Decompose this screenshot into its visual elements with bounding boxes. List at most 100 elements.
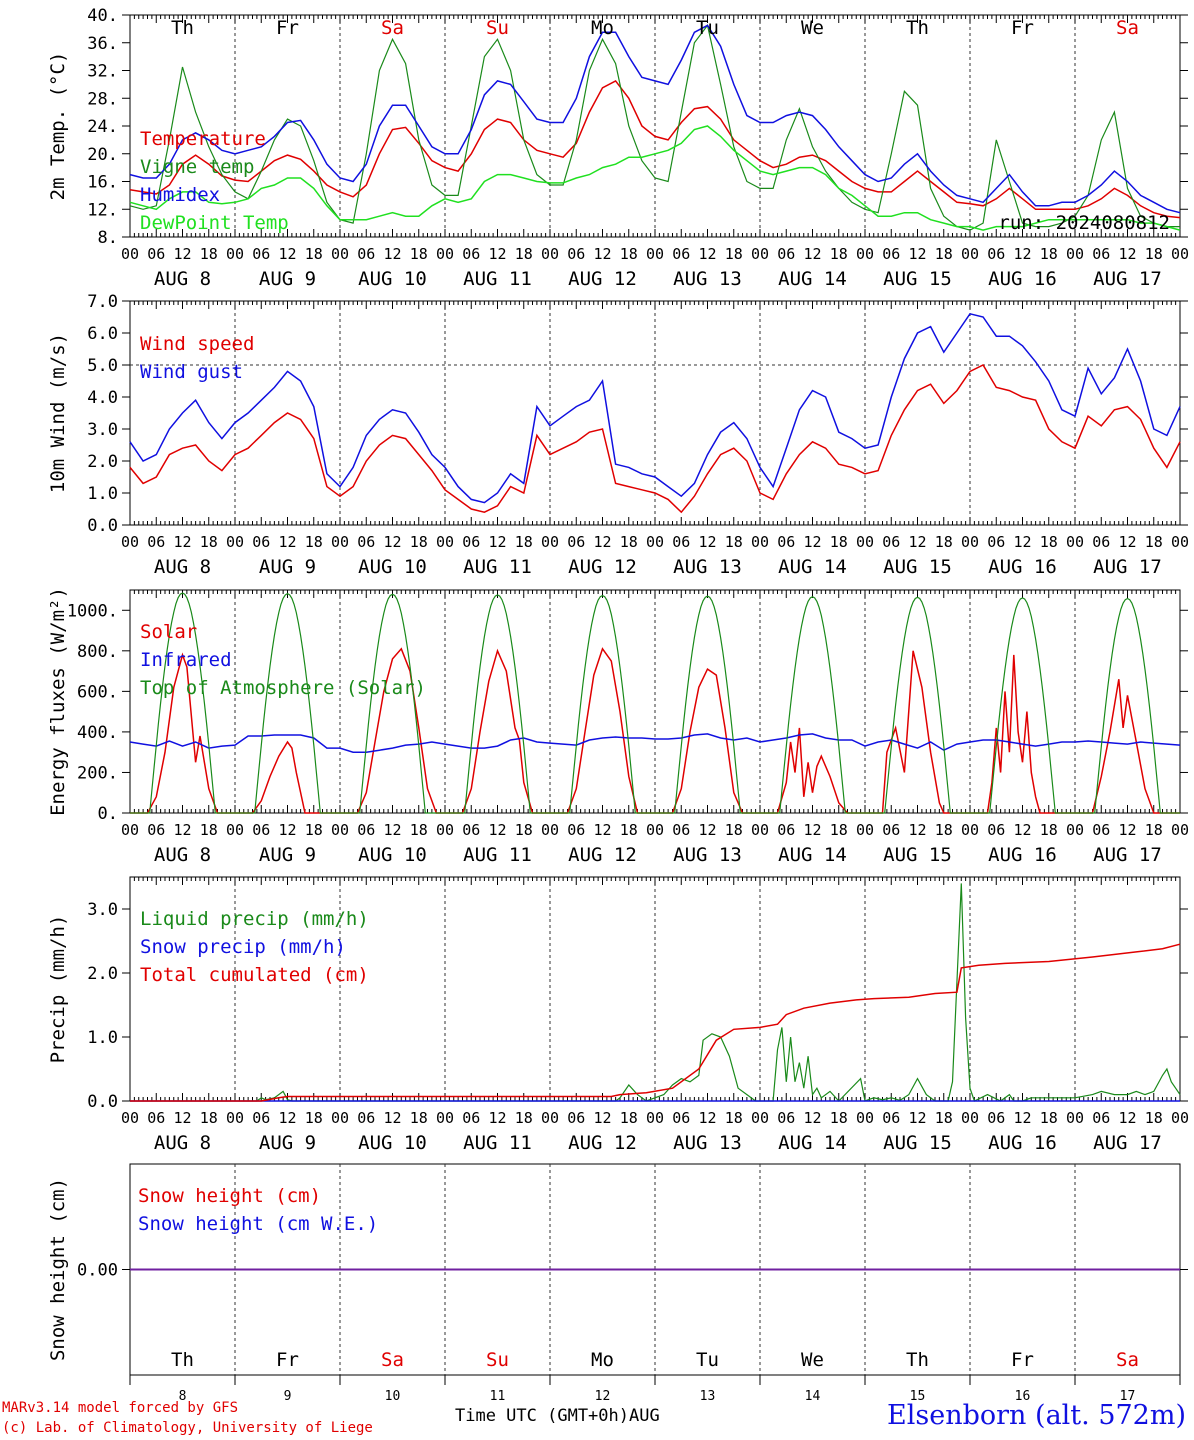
energy-y-tick-label: 200.	[77, 763, 118, 783]
temp-weekday-label: Sa	[381, 17, 404, 39]
energy-hour-tick-label: 06	[1092, 821, 1110, 839]
wind-hour-tick-label: 18	[410, 533, 428, 551]
snow-day-number-label: 10	[385, 1389, 401, 1404]
precip-hour-tick-label: 00	[436, 1109, 454, 1127]
temp-date-label: AUG 11	[463, 268, 532, 290]
temp-legend-2: Humidex	[140, 184, 220, 206]
snow-day-number-label: 9	[284, 1389, 292, 1404]
energy-hour-tick-label: 12	[593, 821, 611, 839]
snow-day-number-label: 13	[700, 1389, 716, 1404]
wind-hour-tick-label: 06	[462, 533, 480, 551]
precip-hour-tick-label: 06	[147, 1109, 165, 1127]
wind-hour-tick-label: 06	[672, 533, 690, 551]
time-axis-label: Time UTC (GMT+0h)	[455, 1406, 629, 1426]
energy-hour-tick-label: 12	[803, 821, 821, 839]
precip-hour-tick-label: 06	[777, 1109, 795, 1127]
temp-y-tick-label: 24.	[87, 117, 118, 137]
temp-series-0-line	[129, 79, 1181, 219]
wind-hour-tick-label: 18	[830, 533, 848, 551]
temp-date-label: AUG 14	[778, 268, 847, 290]
wind-hour-tick-label: 00	[226, 533, 244, 551]
energy-hour-tick-label: 00	[436, 821, 454, 839]
energy-date-label: AUG 9	[259, 844, 316, 866]
energy-hour-tick-label: 12	[488, 821, 506, 839]
energy-hour-tick-label: 18	[305, 821, 323, 839]
precip-hour-tick-label: 12	[1013, 1109, 1031, 1127]
temp-y-tick-label: 20.	[87, 145, 118, 165]
energy-hour-tick-label: 12	[173, 821, 191, 839]
temp-hour-tick-label: 18	[620, 245, 638, 263]
precip-hour-tick-label: 00	[331, 1109, 349, 1127]
precip-hour-tick-label: 12	[1118, 1109, 1136, 1127]
temp-y-tick-label: 32.	[87, 62, 118, 82]
precip-date-label: AUG 16	[988, 1132, 1057, 1154]
energy-hour-tick-label: 12	[1013, 821, 1031, 839]
energy-hour-tick-label: 12	[278, 821, 296, 839]
temp-hour-tick-label: 12	[803, 245, 821, 263]
temp-date-label: AUG 8	[154, 268, 211, 290]
temp-legend-1: Vigne temp	[140, 156, 254, 178]
wind-date-label: AUG 11	[463, 556, 532, 578]
temp-hour-tick-label: 18	[830, 245, 848, 263]
energy-hour-tick-label: 06	[777, 821, 795, 839]
wind-hour-tick-label: 06	[252, 533, 270, 551]
energy-date-label: AUG 10	[358, 844, 427, 866]
wind-hour-tick-label: 18	[725, 533, 743, 551]
temp-hour-tick-label: 12	[593, 245, 611, 263]
energy-legend-1: Infrared	[140, 649, 232, 671]
energy-date-label: AUG 8	[154, 844, 211, 866]
precip-hour-tick-label: 12	[173, 1109, 191, 1127]
energy-date-label: AUG 11	[463, 844, 532, 866]
snow-day-number-label: 12	[595, 1389, 611, 1404]
temp-series-1-line	[129, 23, 1180, 231]
precip-hour-tick-label: 12	[383, 1109, 401, 1127]
precip-date-label: AUG 13	[673, 1132, 742, 1154]
energy-hour-tick-label: 12	[383, 821, 401, 839]
energy-hour-tick-label: 00	[1066, 821, 1084, 839]
energy-hour-tick-label: 00	[331, 821, 349, 839]
precip-hour-tick-label: 12	[278, 1109, 296, 1127]
temp-hour-tick-label: 18	[1040, 245, 1058, 263]
wind-hour-tick-label: 00	[331, 533, 349, 551]
temp-hour-tick-label: 00	[541, 245, 559, 263]
energy-hour-tick-label: 00	[961, 821, 979, 839]
wind-hour-tick-label: 12	[1118, 533, 1136, 551]
wind-date-label: AUG 17	[1093, 556, 1162, 578]
wind-y-tick-label: 7.0	[87, 292, 118, 312]
temp-weekday-label: Fr	[1011, 17, 1034, 39]
wind-hour-tick-label: 06	[987, 533, 1005, 551]
precip-date-label: AUG 8	[154, 1132, 211, 1154]
energy-hour-tick-label: 18	[620, 821, 638, 839]
precip-hour-tick-label: 18	[1040, 1109, 1058, 1127]
temp-y-tick-label: 8.	[98, 228, 118, 248]
temp-hour-tick-label: 00	[226, 245, 244, 263]
precip-y-axis-label: Precip (mm/h)	[47, 915, 69, 1064]
temp-hour-tick-label: 00	[751, 245, 769, 263]
temp-y-tick-label: 28.	[87, 89, 118, 109]
wind-y-tick-label: 6.0	[87, 324, 118, 344]
wind-hour-tick-label: 18	[200, 533, 218, 551]
energy-hour-tick-label: 18	[1040, 821, 1058, 839]
snow-weekday-label: Fr	[276, 1349, 299, 1371]
wind-date-label: AUG 14	[778, 556, 847, 578]
precip-legend-1: Snow precip (mm/h)	[140, 936, 346, 958]
precip-hour-tick-label: 18	[410, 1109, 428, 1127]
temp-hour-tick-label: 12	[698, 245, 716, 263]
wind-date-label: AUG 16	[988, 556, 1057, 578]
temp-date-label: AUG 17	[1093, 268, 1162, 290]
temp-hour-tick-label: 06	[147, 245, 165, 263]
precip-hour-tick-label: 12	[593, 1109, 611, 1127]
precip-legend-0: Liquid precip (mm/h)	[140, 908, 369, 930]
temp-hour-tick-label: 00	[1171, 245, 1189, 263]
energy-date-label: AUG 17	[1093, 844, 1162, 866]
wind-hour-tick-label: 06	[147, 533, 165, 551]
wind-hour-tick-label: 18	[935, 533, 953, 551]
energy-y-tick-label: 800.	[77, 642, 118, 662]
temp-hour-tick-label: 00	[1066, 245, 1084, 263]
energy-hour-tick-label: 06	[567, 821, 585, 839]
energy-hour-tick-label: 18	[200, 821, 218, 839]
wind-hour-tick-label: 12	[698, 533, 716, 551]
wind-date-label: AUG 12	[568, 556, 637, 578]
temp-weekday-label: Sa	[1116, 17, 1139, 39]
